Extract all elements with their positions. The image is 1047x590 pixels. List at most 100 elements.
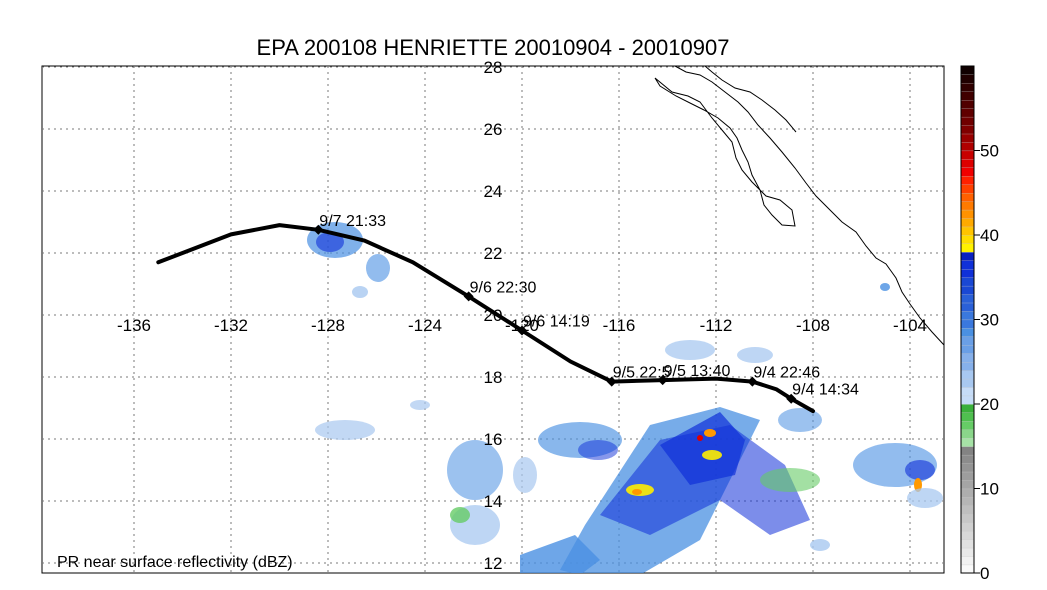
colorbar-band [960, 285, 975, 295]
latitude-tick-label: 28 [484, 58, 503, 77]
colorbar-band [960, 547, 975, 557]
radar-cell [905, 460, 935, 480]
colorbar-tick-label: 30 [980, 311, 999, 330]
gulf-coast [704, 66, 797, 133]
radar-core [632, 489, 642, 495]
track-fix-marker [606, 376, 617, 387]
colorbar-band [960, 429, 975, 439]
track-fix-label: 9/4 14:34 [792, 382, 859, 399]
radar-core [702, 450, 722, 460]
colorbar-band [960, 268, 975, 278]
colorbar-band [960, 319, 975, 329]
radar-cell [778, 408, 822, 432]
graticule [42, 66, 944, 573]
colorbar-band [960, 505, 975, 515]
track-fix-label: 9/7 21:33 [319, 213, 386, 230]
track-fix-marker [517, 325, 527, 336]
latitude-tick-label: 20 [484, 306, 503, 325]
latitude-tick-label: 12 [484, 554, 503, 573]
track-fix-label: 9/6 22:30 [470, 279, 537, 296]
colorbar-band [960, 260, 975, 270]
colorbar-band [960, 353, 975, 363]
colorbar-band [960, 116, 975, 126]
colorbar-tick-label: 40 [980, 226, 999, 245]
track-fix-marker [786, 393, 797, 404]
longitude-tick-label: -120 [505, 316, 539, 335]
radar-cell [810, 539, 830, 551]
longitude-tick-label: -108 [796, 316, 830, 335]
longitude-tick-label: -132 [214, 316, 248, 335]
colorbar-band [960, 530, 975, 540]
colorbar-band [960, 513, 975, 523]
coastline [654, 66, 944, 346]
colorbar-band [960, 479, 975, 490]
colorbar-band [960, 277, 975, 287]
latitude-tick-label: 24 [484, 182, 503, 201]
baja-california-coast [654, 77, 796, 227]
colorbar-band [960, 488, 975, 498]
radar-cell [352, 286, 368, 298]
colorbar [960, 65, 975, 574]
colorbar-band [960, 522, 975, 532]
radar-cell [450, 507, 470, 523]
colorbar-band [960, 209, 975, 219]
storm-track [156, 223, 815, 414]
longitude-tick-label: -116 [603, 316, 636, 335]
colorbar-band [960, 437, 975, 447]
longitude-tick-label: -124 [408, 316, 442, 335]
colorbar-band [960, 361, 975, 371]
radar-swath [520, 535, 600, 573]
colorbar-band [960, 327, 975, 337]
colorbar-band [960, 99, 975, 109]
track-fixes: 9/7 21:33 9/6 22:30 9/6 14:19 9/5 22:59/5 1… [313, 213, 859, 404]
colorbar-band [960, 201, 975, 211]
radar-cell [760, 468, 820, 492]
colorbar-band [960, 141, 975, 152]
colorbar-band [960, 412, 975, 422]
radar-cell [366, 254, 390, 282]
longitude-tick-label: -136 [117, 316, 151, 335]
colorbar-band [960, 226, 975, 236]
colorbar-tick-label: 10 [980, 480, 999, 499]
colorbar-band [960, 403, 975, 414]
radar-swath [660, 412, 745, 485]
colorbar-band [960, 74, 975, 84]
track-fix-label: 9/6 14:19 [523, 314, 590, 331]
latitude-tick-label: 22 [484, 244, 503, 263]
colorbar-band [960, 150, 975, 160]
radar-cell [665, 340, 715, 360]
colorbar-tick-label: 50 [980, 142, 999, 161]
latitude-tick-label: 14 [484, 492, 503, 511]
colorbar-band [960, 234, 975, 245]
colorbar-band [960, 539, 975, 549]
map-label: PR near surface reflectivity (dBZ) [57, 554, 293, 571]
colorbar-band [960, 564, 975, 574]
radar-cell [737, 347, 773, 363]
radar-cell [410, 400, 430, 410]
latitude-tick-label: 16 [484, 430, 503, 449]
colorbar-band [960, 496, 975, 506]
colorbar-band [960, 91, 975, 101]
gulf-coast [674, 66, 944, 346]
radar-cell [315, 420, 375, 440]
colorbar-band [960, 125, 975, 135]
longitude-tick-label: -112 [700, 316, 733, 335]
radar-cell [316, 232, 344, 252]
track-fix-label: 9/4 22:46 [753, 365, 820, 382]
radar-core [697, 435, 703, 441]
radar-cell [578, 440, 618, 460]
colorbar-band [960, 184, 975, 194]
colorbar-band [960, 108, 975, 118]
reflectivity-field [307, 222, 943, 573]
longitude-axis: -136 -132 -128 -124 -120 -116 -112 -108 -104 [117, 316, 927, 335]
colorbar-band [960, 378, 975, 388]
colorbar-band [960, 302, 975, 312]
colorbar-band [960, 133, 975, 143]
radar-cell [880, 283, 890, 291]
track-line [156, 223, 815, 414]
colorbar-band [960, 310, 975, 321]
radar-core [704, 429, 716, 437]
track-fix-marker [313, 224, 324, 235]
latitude-tick-label: 26 [484, 120, 503, 139]
